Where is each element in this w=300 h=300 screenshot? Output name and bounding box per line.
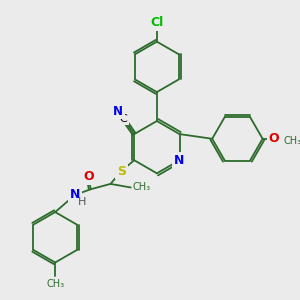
- Text: O: O: [268, 132, 279, 145]
- Text: CH₃: CH₃: [283, 136, 300, 146]
- Text: S: S: [117, 164, 126, 178]
- Text: C: C: [120, 114, 128, 124]
- Text: N: N: [174, 154, 185, 167]
- Text: H: H: [78, 197, 87, 208]
- Text: N: N: [113, 105, 123, 118]
- Text: CH₃: CH₃: [133, 182, 151, 193]
- Text: N: N: [70, 188, 80, 202]
- Text: CH₃: CH₃: [46, 279, 64, 289]
- Text: O: O: [83, 170, 94, 183]
- Text: Cl: Cl: [150, 16, 164, 29]
